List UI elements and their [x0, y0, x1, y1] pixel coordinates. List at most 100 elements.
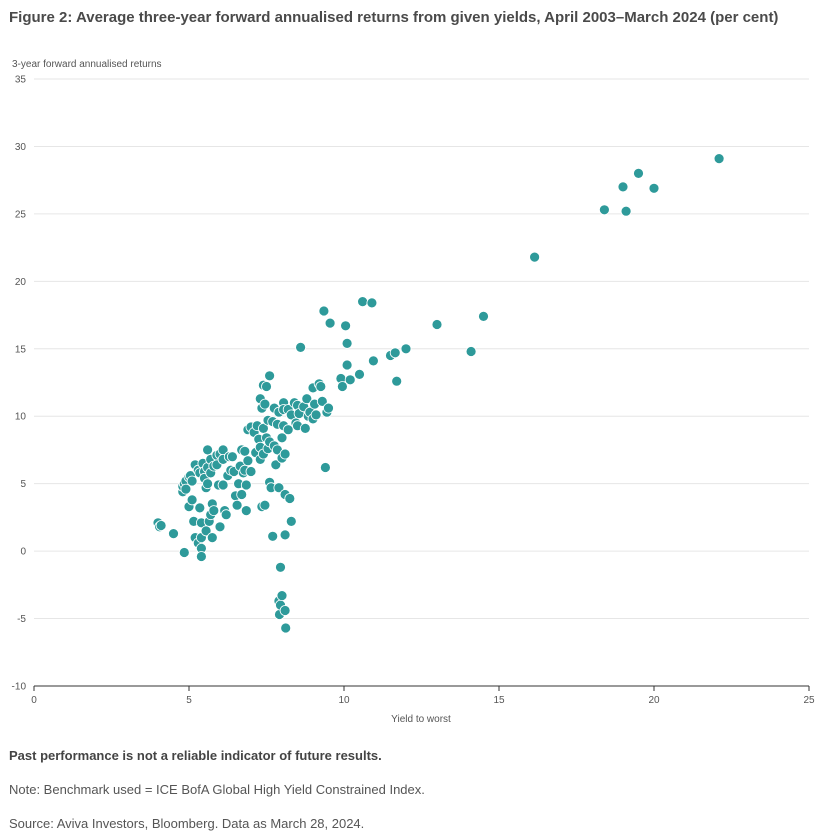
scatter-point	[195, 551, 207, 562]
scatter-point	[245, 466, 257, 477]
scatter-point	[217, 479, 229, 491]
scatter-point	[354, 368, 365, 380]
scatter-point	[155, 520, 167, 531]
scatter-point	[301, 393, 313, 405]
scatter-point	[341, 359, 353, 371]
scatter-point	[236, 489, 248, 500]
y-tick-label: 30	[15, 142, 27, 153]
scatter-point	[220, 509, 232, 521]
scatter-point	[186, 475, 198, 487]
scatter-point	[323, 402, 334, 414]
scatter-point	[465, 346, 477, 357]
scatter-point	[273, 482, 285, 494]
scatter-point	[366, 297, 378, 309]
scatter-point	[617, 181, 629, 193]
scatter-point	[275, 561, 286, 573]
x-tick-label: 25	[803, 695, 815, 706]
x-tick-label: 5	[186, 695, 192, 706]
scatter-point	[279, 529, 291, 541]
y-axis-title: 3-year forward annualised returns	[12, 59, 162, 70]
scatter-point	[319, 462, 331, 473]
scatter-point	[324, 317, 336, 329]
y-axis: -10 -5 0 5 10 15 20 25 30 35	[12, 75, 27, 693]
y-tick-label: 35	[15, 75, 27, 86]
scatter-point	[231, 499, 243, 511]
scatter-point	[282, 424, 294, 436]
scatter-point	[648, 182, 660, 194]
source-text: Source: Aviva Investors, Bloomberg. Data…	[9, 816, 365, 831]
scatter-point	[180, 483, 192, 495]
scatter-point	[367, 355, 379, 367]
note-text: Note: Benchmark used = ICE BofA Global H…	[9, 782, 425, 797]
scatter-point	[279, 448, 291, 460]
y-tick-label: 5	[20, 479, 26, 490]
scatter-point	[270, 459, 282, 471]
scatter-point	[186, 494, 198, 506]
scatter-point	[279, 605, 291, 616]
x-tick-label: 20	[648, 695, 660, 706]
scatter-point	[599, 204, 610, 216]
scatter-point	[340, 320, 352, 332]
y-tick-label: 25	[15, 209, 27, 220]
scatter-point	[267, 530, 279, 542]
scatter-point	[206, 532, 218, 543]
scatter-point	[336, 381, 348, 392]
scatter-point	[178, 547, 190, 558]
scatter-point	[240, 479, 252, 491]
y-tick-label: 10	[15, 412, 27, 423]
scatter-point	[431, 319, 443, 330]
scatter-point	[633, 167, 644, 179]
gridlines	[34, 78, 809, 620]
scatter-point	[316, 395, 328, 407]
scatter-point	[276, 590, 288, 601]
scatter-point	[400, 343, 412, 355]
scatter-point	[261, 381, 272, 392]
scatter-point	[357, 296, 369, 308]
y-tick-label: 0	[20, 547, 26, 558]
data-points	[152, 153, 725, 634]
scatter-point	[280, 622, 292, 634]
y-tick-label: 15	[15, 344, 27, 355]
scatter-point	[276, 432, 288, 444]
y-tick-label: -10	[12, 682, 27, 693]
scatter-point	[168, 528, 179, 539]
scatter-point	[713, 153, 725, 165]
scatter-point	[200, 525, 212, 537]
scatter-point	[208, 505, 220, 517]
scatter-point	[344, 374, 356, 386]
scatter-point	[285, 516, 297, 527]
scatter-point	[202, 444, 214, 456]
scatter-point	[478, 310, 489, 322]
scatter-point	[239, 445, 251, 457]
x-tick-label: 10	[338, 695, 350, 706]
scatter-point	[194, 502, 206, 514]
scatter-point	[341, 337, 353, 349]
scatter-point	[264, 370, 276, 382]
scatter-point	[529, 251, 540, 263]
chart-title: Figure 2: Average three-year forward ann…	[9, 9, 779, 26]
scatter-point	[299, 422, 311, 434]
scatter-point	[259, 398, 271, 410]
scatter-point	[391, 375, 403, 387]
scatter-point	[242, 455, 254, 467]
scatter-point	[240, 505, 252, 517]
x-axis: 0 5 10 15 20 25	[31, 685, 815, 706]
y-tick-label: 20	[15, 277, 27, 288]
disclaimer-text: Past performance is not a reliable indic…	[9, 748, 382, 763]
x-tick-label: 15	[493, 695, 505, 706]
scatter-point	[295, 341, 307, 353]
scatter-point	[318, 305, 330, 317]
scatter-point	[389, 347, 401, 359]
x-tick-label: 0	[31, 695, 37, 706]
scatter-point	[620, 205, 632, 217]
x-axis-title: Yield to worst	[391, 714, 451, 725]
scatter-point	[202, 478, 214, 490]
scatter-point	[310, 409, 322, 421]
scatter-point	[284, 493, 296, 504]
scatter-point	[226, 451, 238, 463]
y-tick-label: -5	[17, 614, 26, 625]
scatter-point	[315, 381, 327, 392]
scatter-point	[259, 499, 271, 511]
scatter-point	[214, 521, 226, 533]
